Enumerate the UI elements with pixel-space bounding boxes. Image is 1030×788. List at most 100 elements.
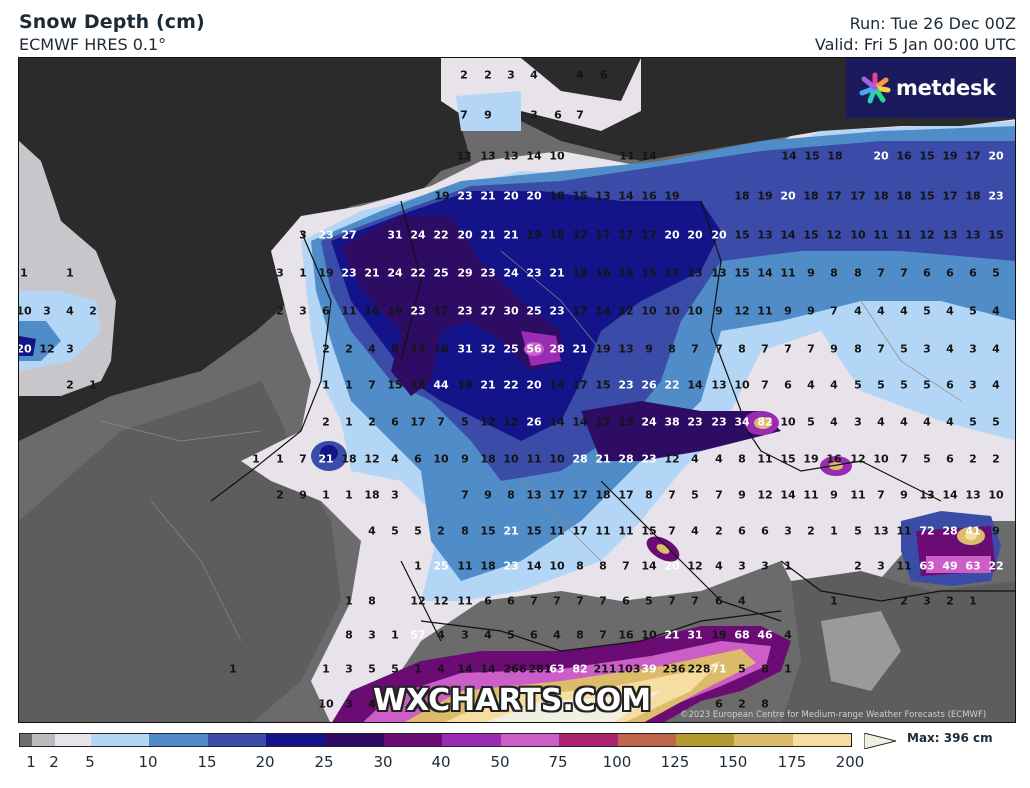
snow-depth-value: 16	[826, 452, 842, 466]
snow-depth-value: 8	[599, 559, 607, 573]
snow-depth-value: 2	[969, 452, 977, 466]
snow-depth-value: 7	[807, 342, 815, 356]
snow-depth-value: 1	[276, 452, 284, 466]
snow-depth-value: 20	[988, 149, 1004, 163]
snow-depth-value: 12	[850, 452, 866, 466]
snow-depth-value: 18	[549, 189, 565, 203]
snow-depth-value: 20	[780, 189, 796, 203]
snow-depth-value: 5	[923, 452, 931, 466]
snow-depth-value: 23	[410, 304, 426, 318]
snow-depth-value: 20	[457, 228, 473, 242]
snow-depth-value: 16	[618, 266, 634, 280]
snow-depth-value: 1	[391, 628, 399, 642]
metdesk-logo: metdesk	[846, 58, 1016, 118]
snow-depth-value: 56	[526, 342, 542, 356]
snow-depth-value: 5	[738, 662, 746, 676]
snow-depth-value: 1	[830, 594, 838, 608]
snow-depth-value: 29	[457, 266, 473, 280]
snow-depth-value: 17	[618, 228, 634, 242]
snow-depth-value: 3	[854, 415, 862, 429]
snow-depth-value: 4	[946, 304, 954, 318]
snow-depth-value: 17	[572, 524, 588, 538]
snow-depth-value: 26	[641, 378, 657, 392]
colorbar-tick-label: 30	[373, 753, 393, 771]
snow-depth-value: 13	[456, 149, 472, 163]
snow-depth-value: 14	[641, 559, 657, 573]
snow-depth-value: 1	[20, 266, 28, 280]
snow-depth-value: 2	[900, 594, 908, 608]
snow-depth-value: 6	[484, 594, 492, 608]
snow-depth-value: 17	[433, 304, 449, 318]
snow-depth-value: 281	[528, 662, 552, 676]
snow-depth-value: 16	[595, 266, 611, 280]
snow-depth-value: 4	[66, 304, 74, 318]
snow-depth-value: 8	[761, 697, 769, 711]
snow-depth-value: 7	[622, 559, 630, 573]
snow-depth-value: 4	[807, 378, 815, 392]
snow-depth-value: 4	[992, 378, 1000, 392]
snow-depth-value: 18	[410, 378, 426, 392]
snow-depth-value: 20	[19, 342, 32, 356]
snow-depth-value: 1	[345, 488, 353, 502]
snow-depth-value: 68	[734, 628, 750, 642]
colorbar-segment	[793, 734, 852, 746]
snow-depth-value: 14	[757, 266, 773, 280]
snow-depth-value: 63	[965, 559, 981, 573]
snow-depth-value: 1	[252, 452, 260, 466]
snow-depth-value: 9	[807, 266, 815, 280]
snow-depth-value: 7	[437, 415, 445, 429]
colorbar-segment	[266, 734, 326, 746]
colorbar-segment	[676, 734, 735, 746]
snow-depth-value: 23	[641, 452, 657, 466]
snow-depth-value: 7	[668, 594, 676, 608]
snow-depth-value: 24	[410, 228, 426, 242]
snow-depth-value: 6	[738, 524, 746, 538]
snow-depth-value: 18	[873, 189, 889, 203]
snow-depth-value: 7	[576, 594, 584, 608]
snow-depth-value: 8	[854, 266, 862, 280]
snow-depth-value: 4	[877, 415, 885, 429]
snow-depth-value: 7	[691, 342, 699, 356]
colorbar-tick-label: 15	[197, 753, 217, 771]
snow-depth-value: 17	[549, 488, 565, 502]
snow-depth-value: 2	[276, 488, 284, 502]
snow-depth-value: 22	[410, 266, 426, 280]
snow-depth-value: 20	[711, 228, 727, 242]
snow-depth-value: 20	[873, 149, 889, 163]
snow-depth-value: 103	[617, 662, 641, 676]
colorbar-tick-label: 2	[49, 753, 59, 771]
snow-depth-value: 3	[738, 559, 746, 573]
snow-depth-value: 23	[687, 415, 703, 429]
snow-depth-value: 23	[341, 266, 357, 280]
snow-depth-value: 2	[854, 559, 862, 573]
snow-depth-value: 12	[364, 452, 380, 466]
snow-depth-value: 6	[784, 378, 792, 392]
snow-depth-value: 16	[896, 149, 912, 163]
snow-depth-value: 9	[299, 488, 307, 502]
max-value-label: Max: 396 cm	[907, 731, 993, 745]
snow-depth-value: 13	[965, 488, 981, 502]
colorbar-tick-label: 150	[718, 753, 748, 771]
snow-depth-value: 20	[503, 189, 519, 203]
snow-depth-value: 17	[618, 488, 634, 502]
snow-depth-value: 10	[664, 304, 680, 318]
colorbar-segment	[32, 734, 56, 746]
snow-depth-value: 4	[437, 628, 445, 642]
snow-depth-value: 12	[503, 415, 519, 429]
snow-depth-value: 20	[664, 559, 680, 573]
snow-depth-value: 13	[664, 266, 680, 280]
snow-depth-value: 17	[572, 488, 588, 502]
snow-depth-value: 25	[433, 559, 449, 573]
snow-depth-value: 18	[457, 378, 473, 392]
snow-depth-value: 7	[715, 342, 723, 356]
snow-depth-value: 8	[761, 662, 769, 676]
valid-time: Valid: Fri 5 Jan 00:00 UTC	[814, 35, 1016, 54]
snow-depth-value: 1	[66, 266, 74, 280]
snow-depth-value: 4	[715, 559, 723, 573]
snow-depth-value: 12	[757, 488, 773, 502]
snow-depth-value: 15	[641, 266, 657, 280]
colorbar-tick-label: 10	[138, 753, 158, 771]
snow-depth-value: 7	[761, 378, 769, 392]
snow-depth-value: 31	[687, 628, 703, 642]
snow-depth-value: 7	[877, 266, 885, 280]
